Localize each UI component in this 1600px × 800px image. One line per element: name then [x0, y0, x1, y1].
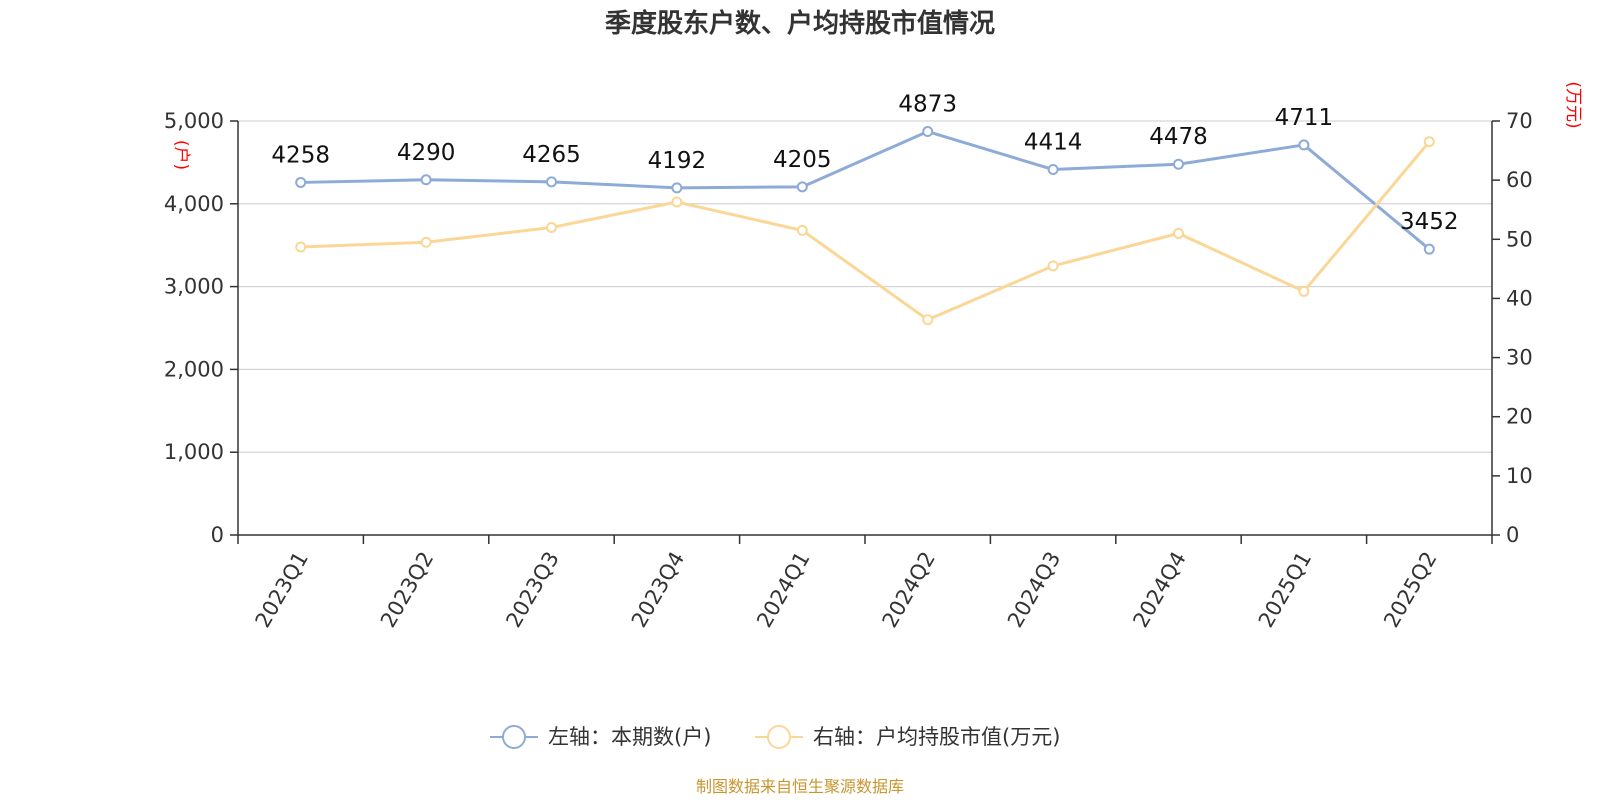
- legend-label-right: 右轴：户均持股市值(万元): [813, 725, 1060, 749]
- x-axis-ticks: 2023Q1 2023Q2 2023Q3 2023Q4 2024Q1 2024Q2 2024…: [237, 535, 1493, 632]
- legend-circle-icon: [767, 725, 791, 749]
- left-tick-label: 0: [211, 523, 224, 547]
- x-tick-label: 2023Q4: [627, 548, 689, 632]
- x-tick-label: 2024Q3: [1003, 548, 1065, 632]
- series-line-1: [300, 140, 1431, 322]
- left-axis-ticks: 0 1,000 2,000 3,000 4,000 5,000: [164, 109, 238, 547]
- data-point[interactable]: [671, 196, 683, 208]
- data-point[interactable]: [796, 224, 808, 236]
- right-tick-label: 0: [1506, 523, 1519, 547]
- data-label: 4711: [1275, 105, 1334, 131]
- x-tick-label: 2023Q3: [501, 548, 563, 632]
- series: [295, 126, 1435, 326]
- right-tick-label: 40: [1506, 286, 1533, 310]
- x-tick-label: 2023Q1: [251, 548, 313, 632]
- data-point[interactable]: [546, 221, 557, 233]
- data-point[interactable]: [671, 182, 683, 194]
- legend-item-left-series[interactable]: 左轴：本期数(户): [490, 725, 711, 749]
- legend[interactable]: 左轴：本期数(户) 右轴：户均持股市值(万元): [490, 725, 1060, 749]
- data-point[interactable]: [1423, 136, 1435, 148]
- grid-lines: [238, 120, 1492, 453]
- right-tick-label: 70: [1506, 109, 1533, 133]
- data-point[interactable]: [1298, 285, 1310, 297]
- source-note: 制图数据来自恒生聚源数据库: [696, 777, 904, 796]
- x-tick-label: 2024Q1: [752, 548, 814, 632]
- data-point[interactable]: [1173, 227, 1184, 239]
- chart-title: 季度股东户数、户均持股市值情况: [605, 8, 995, 39]
- right-axis-ticks: 0 10 20 30 40 50 60 70: [1492, 109, 1533, 547]
- data-label: 4478: [1149, 124, 1208, 150]
- data-labels: 4258 4290 4265 4192 4205 4873 4414 4478 4711 3452: [271, 92, 1458, 236]
- left-tick-label: 2,000: [164, 357, 224, 381]
- left-tick-label: 1,000: [164, 440, 224, 464]
- legend-label-left: 左轴：本期数(户): [548, 725, 711, 749]
- x-tick-label: 2024Q4: [1128, 548, 1190, 632]
- series-line-0: [300, 130, 1431, 251]
- left-tick-label: 3,000: [164, 275, 224, 299]
- data-label: 4873: [898, 92, 957, 118]
- data-point[interactable]: [295, 176, 307, 188]
- data-point[interactable]: [1298, 139, 1310, 151]
- right-tick-label: 20: [1506, 405, 1533, 429]
- right-tick-label: 30: [1506, 346, 1533, 370]
- x-tick-label: 2025Q2: [1379, 548, 1441, 632]
- data-point[interactable]: [922, 126, 934, 138]
- data-point[interactable]: [1047, 164, 1059, 176]
- data-point[interactable]: [1423, 243, 1435, 255]
- data-point[interactable]: [420, 174, 432, 186]
- left-axis-unit: (户): [171, 140, 191, 170]
- data-label: 4414: [1024, 130, 1083, 156]
- data-label: 4290: [397, 140, 456, 166]
- data-point[interactable]: [1173, 158, 1184, 170]
- right-axis-unit: (万元): [1563, 81, 1583, 128]
- data-label: 4205: [773, 147, 832, 173]
- left-tick-label: 4,000: [164, 192, 224, 216]
- data-label: 4258: [271, 142, 330, 168]
- data-point[interactable]: [295, 241, 307, 253]
- data-label: 4192: [648, 148, 707, 174]
- data-point[interactable]: [420, 236, 432, 248]
- data-label: 4265: [522, 142, 581, 168]
- legend-circle-icon: [502, 725, 526, 749]
- data-point[interactable]: [922, 314, 934, 326]
- data-point[interactable]: [1047, 260, 1059, 272]
- right-tick-label: 60: [1506, 168, 1533, 192]
- right-tick-label: 50: [1506, 227, 1533, 251]
- x-tick-label: 2024Q2: [878, 548, 940, 632]
- legend-item-right-series[interactable]: 右轴：户均持股市值(万元): [755, 725, 1060, 749]
- data-label: 3452: [1400, 209, 1459, 235]
- left-tick-label: 5,000: [164, 109, 224, 133]
- x-tick-label: 2025Q1: [1254, 548, 1316, 632]
- right-tick-label: 10: [1506, 464, 1533, 488]
- x-tick-label: 2023Q2: [376, 548, 438, 632]
- data-point[interactable]: [546, 176, 557, 188]
- data-point[interactable]: [796, 181, 808, 193]
